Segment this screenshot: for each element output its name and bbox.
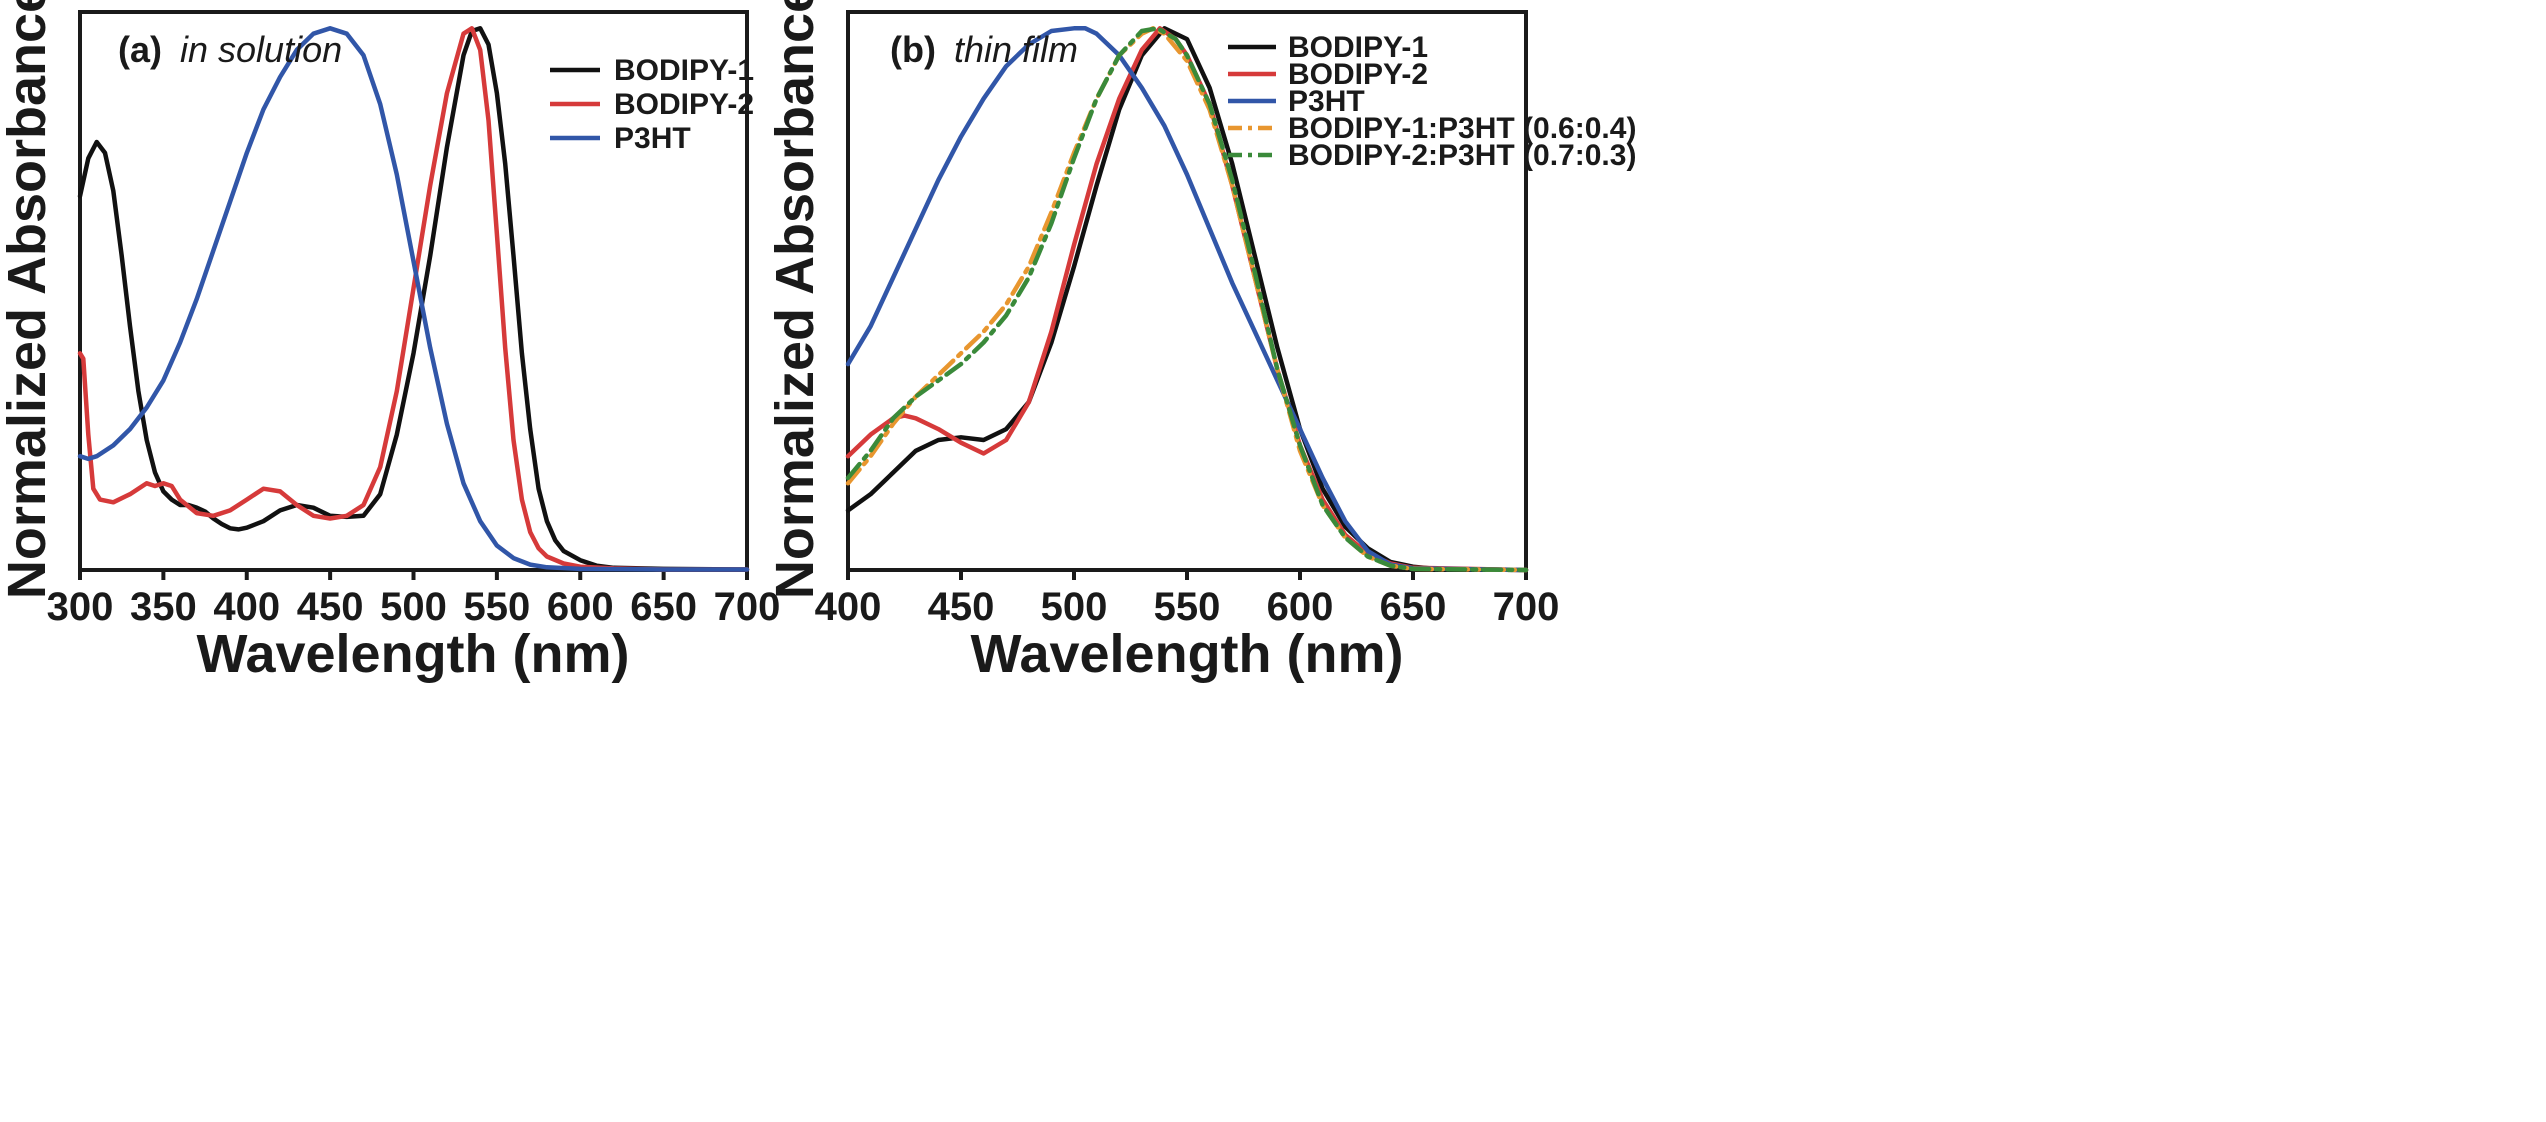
panel-b-label: (b) thin film bbox=[890, 29, 1078, 70]
panel-b-series-line-bodipy-2 bbox=[845, 26, 1529, 573]
panel-b-x-tick-label: 550 bbox=[1154, 585, 1221, 629]
panel-a-legend-entry: P3HT bbox=[614, 122, 691, 155]
panel-a-series-line-bodipy-2 bbox=[77, 26, 750, 572]
panel-b-y-axis-label: Normalized Absorbance bbox=[765, 0, 825, 599]
panel-b-legend-entry: BODIPY-1:P3HT (0.6:0.4) bbox=[1288, 112, 1636, 145]
panel-a-x-tick-label: 400 bbox=[213, 585, 280, 629]
panel-a-y-axis-label: Normalized Absorbance bbox=[0, 0, 57, 599]
panel-a-x-tick-label: 300 bbox=[47, 585, 114, 629]
panel-b-x-tick-label: 700 bbox=[1493, 585, 1560, 629]
panel-b-x-tick-label: 500 bbox=[1041, 585, 1108, 629]
panel-a-x-tick-label: 700 bbox=[714, 585, 781, 629]
panel-b-series-line-bodipy-2-p3ht-0-7-0-3- bbox=[845, 26, 1529, 573]
panel-a-legend-entry: BODIPY-2 bbox=[614, 88, 754, 121]
panel-b-legend-entry: BODIPY-2:P3HT (0.7:0.3) bbox=[1288, 139, 1636, 172]
panel-b-x-tick-label: 600 bbox=[1267, 585, 1334, 629]
panel-b-x-tick-label: 450 bbox=[928, 585, 995, 629]
panel-b-plot-frame bbox=[846, 10, 1528, 572]
panel-a-x-tick-label: 600 bbox=[547, 585, 614, 629]
panel-a-label: (a) in solution bbox=[118, 29, 342, 70]
panel-a-x-tick-label: 450 bbox=[297, 585, 364, 629]
panel-a-chart: 300 350 400 450 500 550 600 650 700 (a) in solut… bbox=[0, 0, 780, 684]
panel-a-x-tick-label: 350 bbox=[130, 585, 197, 629]
panel-a-x-tick-label: 500 bbox=[380, 585, 447, 629]
panel-b-x-axis-label: Wavelength (nm) bbox=[970, 624, 1403, 684]
panel-b-legend-entry: BODIPY-1 bbox=[1288, 31, 1428, 64]
panel-a-series-line-bodipy-1 bbox=[77, 26, 750, 572]
panel-b-series-line-bodipy-1 bbox=[845, 26, 1529, 573]
panel-a-x-tick-label: 650 bbox=[630, 585, 697, 629]
panel-b-x-tick-label: 400 bbox=[815, 585, 882, 629]
panel-b-series-line-bodipy-1-p3ht-0-6-0-4- bbox=[845, 26, 1529, 573]
panel-a-x-axis-label: Wavelength (nm) bbox=[196, 624, 629, 684]
panel-b-legend-entry: P3HT bbox=[1288, 85, 1365, 118]
panel-a-series-line-p3ht bbox=[77, 26, 750, 572]
panel-b-chart: 400 450 500 550 600 650 700 (b) thin film BODI… bbox=[765, 0, 1636, 684]
panel-a-legend-entry: BODIPY-1 bbox=[614, 54, 754, 87]
panel-b-x-tick-label: 650 bbox=[1380, 585, 1447, 629]
panel-b-legend-entry: BODIPY-2 bbox=[1288, 58, 1428, 91]
panel-b-series-line-p3ht bbox=[845, 26, 1529, 573]
panel-a-x-tick-label: 550 bbox=[464, 585, 531, 629]
